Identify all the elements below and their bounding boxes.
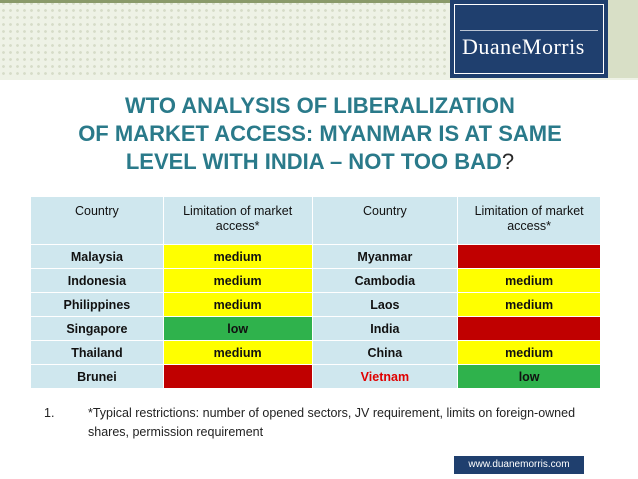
header-strip [608, 0, 638, 78]
title-line-1: WTO ANALYSIS OF LIBERALIZATION [125, 93, 515, 118]
country-cell: Philippines [30, 292, 164, 317]
country-cell: China [311, 340, 459, 365]
table-row: Philippines medium Laos medium [30, 292, 601, 317]
table-row: Singapore low India high [30, 316, 601, 341]
limitation-cell: high [457, 316, 601, 341]
table-row: Brunei high Vietnam low [30, 364, 601, 389]
limitation-cell: high [457, 244, 601, 269]
limitation-cell: medium [457, 292, 601, 317]
table-row: Thailand medium China medium [30, 340, 601, 365]
header-country-1: Country [30, 196, 164, 245]
duane-morris-logo: DuaneMorris [450, 0, 608, 78]
logo-rule [460, 30, 598, 31]
limitation-cell: low [162, 316, 313, 341]
limitation-cell: medium [162, 244, 313, 269]
country-cell: Vietnam [311, 364, 459, 389]
footnote-number: 1. [44, 406, 55, 420]
website-url: www.duanemorris.com [454, 456, 584, 474]
country-cell: Indonesia [30, 268, 164, 293]
title-question-mark: ? [501, 149, 515, 174]
logo-part-morris: Morris [521, 34, 585, 59]
limitation-cell: medium [457, 340, 601, 365]
table-body: Malaysia medium Myanmar high Indonesia medium… [30, 244, 601, 389]
country-cell: Thailand [30, 340, 164, 365]
limitation-cell: medium [457, 268, 601, 293]
limitation-cell: medium [162, 292, 313, 317]
table-header-row: Country Limitation of market access* Cou… [30, 196, 601, 245]
logo-frame [454, 4, 604, 74]
country-cell: Myanmar [311, 244, 459, 269]
limitation-cell: medium [162, 340, 313, 365]
country-cell: India [311, 316, 459, 341]
logo-text: DuaneMorris [462, 34, 585, 60]
table-row: Malaysia medium Myanmar high [30, 244, 601, 269]
header-country-2: Country [311, 196, 459, 245]
title-line-3-text: LEVEL WITH INDIA – NOT TOO BAD [125, 149, 502, 174]
header-limitation-1: Limitation of market access* [162, 196, 313, 245]
footnote-text: *Typical restrictions: number of opened … [88, 406, 576, 439]
limitation-cell: medium [162, 268, 313, 293]
header-limitation-2: Limitation of market access* [457, 196, 601, 245]
dot-pattern [0, 0, 450, 78]
country-cell: Singapore [30, 316, 164, 341]
limitation-cell: high [162, 364, 313, 389]
limitation-cell: low [457, 364, 601, 389]
title-line-2: OF MARKET ACCESS: MYANMAR IS AT SAME [78, 121, 562, 146]
country-cell: Brunei [30, 364, 164, 389]
slide-title: WTO ANALYSIS OF LIBERALIZATION OF MARKET… [20, 92, 620, 176]
country-cell: Laos [311, 292, 459, 317]
country-cell: Malaysia [30, 244, 164, 269]
header-rule [0, 0, 450, 3]
logo-part-duane: Duane [462, 34, 522, 59]
title-line-3: LEVEL WITH INDIA – NOT TOO BAD? [20, 148, 620, 176]
country-cell: Cambodia [311, 268, 459, 293]
table-row: Indonesia medium Cambodia medium [30, 268, 601, 293]
market-access-table: Country Limitation of market access* Cou… [30, 196, 601, 389]
